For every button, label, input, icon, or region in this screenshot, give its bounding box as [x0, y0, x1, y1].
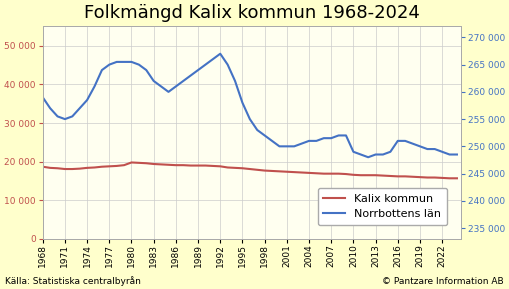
Text: © Pantzare Information AB: © Pantzare Information AB — [382, 277, 504, 286]
Text: Källa: Statistiska centralbyrån: Källa: Statistiska centralbyrån — [5, 276, 141, 286]
Legend: Kalix kommun, Norrbottens län: Kalix kommun, Norrbottens län — [318, 188, 447, 225]
Title: Folkmängd Kalix kommun 1968-2024: Folkmängd Kalix kommun 1968-2024 — [84, 4, 419, 22]
